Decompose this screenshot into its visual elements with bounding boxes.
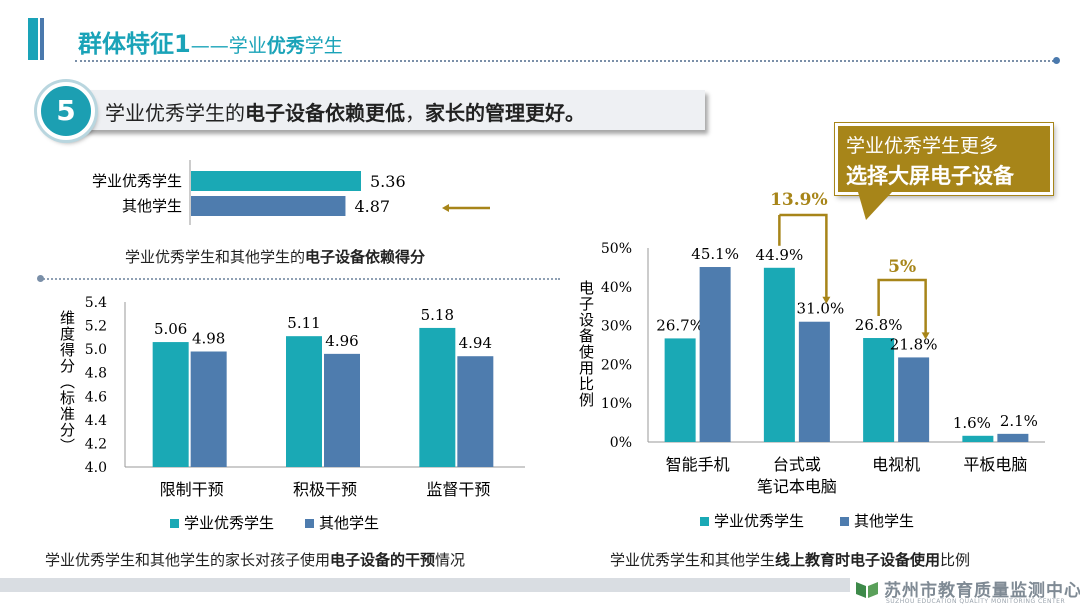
chart3-value-label: 21.8% bbox=[890, 335, 938, 353]
org-name: 苏州市教育质量监测中心 bbox=[884, 581, 1080, 601]
footer-bar bbox=[0, 578, 850, 592]
chart2-value-label: 5.06 bbox=[154, 320, 187, 338]
org-name-en: SUZHOU EDUCATION QUALITY MONITORING CENT… bbox=[886, 598, 1066, 605]
chart2-y-tick: 4.2 bbox=[85, 436, 107, 452]
chart3-bar-1-0 bbox=[699, 267, 731, 442]
chart3-value-label: 26.7% bbox=[656, 316, 704, 334]
chart3-y-tick: 30% bbox=[601, 319, 632, 335]
chart3-bracket-2 bbox=[877, 278, 927, 336]
chart3-bar-0-0 bbox=[664, 338, 696, 442]
chart3-y-tick: 50% bbox=[601, 241, 632, 257]
chart3-arrow-head-1 bbox=[822, 296, 831, 304]
chart3-y-tick: 20% bbox=[601, 357, 632, 373]
chart3-bar-0-1 bbox=[763, 267, 795, 442]
chart2-y-tick: 4.6 bbox=[85, 389, 107, 405]
title-accent-bar-secondary bbox=[40, 18, 44, 60]
chart2-bar-1-1 bbox=[324, 353, 360, 467]
chart2-value-label: 5.18 bbox=[421, 306, 454, 324]
chart3-caption: 学业优秀学生和其他学生线上教育时电子设备使用比例 bbox=[610, 551, 971, 569]
chart2-y-tick: 5.0 bbox=[85, 342, 107, 358]
parent-intervention-chart: 5.4 5.2 5.0 4.8 4.6 4.4 4.2 4.0 维度得分（标准分） 5.06 4.9… bbox=[58, 295, 525, 532]
chart1-category-label: 学业优秀学生 bbox=[92, 172, 182, 190]
chart3-arrow-head-2 bbox=[921, 332, 930, 340]
chart3-value-label: 26.8% bbox=[855, 316, 903, 334]
chart3-diff-label: 5% bbox=[888, 257, 916, 277]
org-logo: 苏州市教育质量监测中心 SUZHOU EDUCATION QUALITY MON… bbox=[854, 576, 1080, 605]
chart2-value-label: 4.96 bbox=[325, 332, 358, 350]
chart2-bar-1-2 bbox=[457, 356, 494, 467]
chart3-value-label: 44.9% bbox=[756, 246, 804, 264]
chart1-caption: 学业优秀学生和其他学生的电子设备依赖得分 bbox=[125, 248, 426, 266]
chart3-category-label: 智能手机 bbox=[666, 455, 730, 474]
chart3-diff-label: 13.9% bbox=[770, 190, 828, 210]
chart3-y-tick: 10% bbox=[601, 396, 632, 412]
chart3-category-label: 笔记本电脑 bbox=[757, 477, 837, 496]
chart3-bar-1-1 bbox=[798, 321, 830, 442]
chart3-legend-label: 其他学生 bbox=[854, 512, 914, 530]
callout-line-1: 学业优秀学生更多 bbox=[846, 135, 999, 157]
chart3-bar-1-3 bbox=[997, 433, 1029, 442]
chart2-y-tick: 5.2 bbox=[85, 319, 107, 335]
callout-line-2: 选择大屏电子设备 bbox=[846, 164, 1014, 188]
chart2-y-tick: 5.4 bbox=[85, 295, 107, 311]
chart3-value-label: 2.1% bbox=[1000, 412, 1038, 430]
chart2-category-label: 监督干预 bbox=[426, 480, 490, 499]
chart1-arrow-head-2 bbox=[442, 204, 449, 212]
callout-box: 学业优秀学生更多 选择大屏电子设备 bbox=[835, 123, 1053, 195]
page-title: 群体特征1——学业优秀学生 bbox=[78, 30, 343, 58]
chart2-bar-0-0 bbox=[152, 342, 189, 467]
chart2-y-tick: 4.8 bbox=[85, 366, 107, 382]
chart3-value-label: 1.6% bbox=[953, 414, 991, 432]
chart3-legend-swatch-0 bbox=[700, 517, 709, 526]
chart1-value-label: 4.87 bbox=[354, 197, 390, 216]
header-divider-dot bbox=[1053, 57, 1060, 64]
callout-tail bbox=[858, 192, 892, 220]
chart3-category-label: 平板电脑 bbox=[963, 455, 1027, 474]
chart2-bar-0-2 bbox=[419, 327, 456, 467]
section-divider-dot bbox=[37, 275, 44, 282]
chart2-value-label: 4.98 bbox=[192, 330, 225, 348]
finding-number-badge: 5 bbox=[37, 82, 95, 140]
chart3-value-label: 45.1% bbox=[691, 245, 739, 263]
key-finding-text: 学业优秀学生的电子设备依赖更低，家长的管理更好。 bbox=[105, 101, 585, 125]
chart1-value-label: 5.36 bbox=[370, 172, 406, 191]
chart3-category-label: 台式或 bbox=[773, 455, 821, 474]
section-divider bbox=[40, 278, 560, 280]
chart2-y-tick: 4.0 bbox=[85, 460, 107, 476]
chart2-bar-1-0 bbox=[190, 351, 227, 467]
chart2-value-label: 4.94 bbox=[459, 334, 492, 352]
chart2-y-tick: 4.4 bbox=[85, 413, 107, 429]
chart3-bar-0-2 bbox=[863, 338, 895, 442]
chart2-caption: 学业优秀学生和其他学生的家长对孩子使用电子设备的干预情况 bbox=[45, 551, 466, 569]
chart3-bracket-1 bbox=[779, 213, 828, 300]
book-icon bbox=[856, 581, 878, 598]
key-finding-banner: 学业优秀学生的电子设备依赖更低，家长的管理更好。 bbox=[55, 90, 705, 130]
chart2-category-label: 积极干预 bbox=[293, 480, 357, 499]
chart1-bar-0 bbox=[191, 171, 361, 191]
title-accent-bar bbox=[28, 18, 38, 60]
chart3-category-label: 电视机 bbox=[872, 455, 920, 474]
chart3-value-label: 31.0% bbox=[797, 300, 845, 318]
chart3-y-tick: 40% bbox=[601, 280, 632, 296]
chart2-y-label: 维度得分（标准分） bbox=[58, 310, 76, 454]
chart1-bar-1 bbox=[191, 196, 346, 216]
chart3-bar-0-3 bbox=[962, 435, 994, 442]
chart3-y-label: 电子设备使用比例 bbox=[577, 280, 595, 408]
header-divider bbox=[75, 60, 1058, 62]
chart2-category-label: 限制干预 bbox=[160, 480, 224, 499]
chart2-value-label: 5.11 bbox=[287, 314, 320, 332]
chart3-y-tick: 0% bbox=[610, 435, 632, 451]
device-usage-chart: 50% 40% 30% 20% 10% 0% 电子设备使用比例 26.7% 45.1% 智能手机 4… bbox=[577, 190, 1045, 530]
chart2-legend-swatch-1 bbox=[305, 519, 314, 528]
chart3-bar-1-2 bbox=[898, 357, 930, 442]
chart1-category-label: 其他学生 bbox=[122, 197, 182, 215]
chart2-bar-0-1 bbox=[286, 336, 322, 467]
chart2-legend-label: 学业优秀学生 bbox=[184, 514, 274, 532]
chart3-legend-swatch-1 bbox=[840, 517, 849, 526]
chart2-legend-swatch-0 bbox=[170, 519, 179, 528]
chart2-legend-label: 其他学生 bbox=[319, 514, 379, 532]
chart3-legend-label: 学业优秀学生 bbox=[714, 512, 804, 530]
